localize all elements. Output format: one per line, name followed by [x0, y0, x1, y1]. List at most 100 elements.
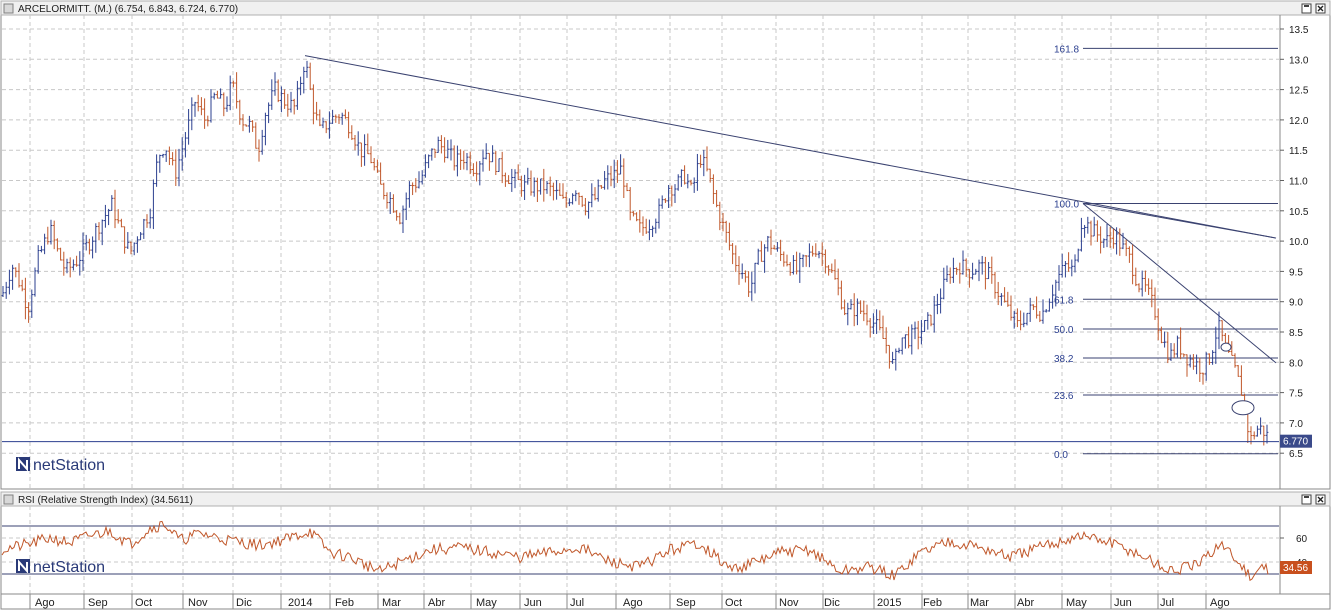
price-bar [1128, 246, 1131, 263]
price-bar [798, 252, 802, 283]
price-bar [312, 84, 315, 125]
price-bar [574, 190, 578, 202]
price-bar [1105, 223, 1109, 248]
trendlines [304, 55, 1277, 364]
price-bar [852, 293, 856, 327]
price-bar [980, 255, 984, 275]
price-bar [721, 213, 725, 232]
fibonacci-label: 161.8 [1054, 44, 1079, 55]
price-bar [926, 312, 930, 330]
price-bar [1041, 299, 1045, 324]
price-bar [414, 178, 418, 193]
price-bar [670, 185, 674, 207]
price-bar [984, 256, 987, 290]
price-bar [958, 262, 962, 284]
price-bar [718, 201, 722, 231]
x-axis-label: Sep [88, 597, 108, 609]
price-bar [1230, 341, 1234, 356]
price-bar [49, 219, 53, 245]
price-bar [788, 262, 792, 276]
price-bar [424, 154, 427, 178]
price-bar [59, 247, 62, 261]
price-bar [65, 258, 69, 274]
x-axis-label: Jul [1160, 597, 1174, 609]
price-bar [539, 178, 542, 195]
price-bar [459, 149, 462, 170]
price-bar [638, 209, 642, 233]
price-bar [488, 152, 491, 171]
price-bar [14, 267, 18, 278]
price-bar [897, 347, 901, 354]
price-bar [27, 302, 30, 323]
price-bar [862, 300, 866, 322]
fibonacci-label: 100.0 [1054, 200, 1079, 211]
price-bar [190, 97, 194, 131]
price-bar [88, 238, 91, 255]
price-window-buttons[interactable] [1301, 3, 1326, 14]
price-bar [1166, 332, 1170, 364]
price-bar [942, 267, 946, 300]
price-bar [385, 192, 389, 209]
price-bar [468, 151, 472, 175]
price-bar [449, 139, 453, 161]
price-bar [888, 344, 891, 369]
price-bar [507, 175, 510, 185]
price-bar [1089, 220, 1093, 246]
price-bar [779, 239, 782, 262]
price-bar [872, 313, 875, 335]
x-axis-label: Mar [970, 597, 989, 609]
price-bar [1121, 232, 1125, 250]
price-bar [1048, 298, 1051, 312]
price-y-tick-label: 7.5 [1289, 389, 1303, 400]
price-bar [964, 258, 968, 277]
price-bar [174, 149, 178, 186]
price-bar [164, 150, 168, 162]
price-bar [420, 170, 424, 185]
price-bar [337, 114, 341, 125]
price-bar [603, 170, 606, 190]
rsi-watermark: netStation [16, 559, 105, 576]
price-bar [206, 115, 210, 127]
price-bar [974, 268, 978, 275]
price-bar [1198, 357, 1202, 382]
price-bar [1156, 308, 1160, 341]
price-bar [465, 152, 469, 171]
price-bar [526, 167, 530, 185]
price-bar [171, 152, 174, 166]
price-bar [740, 263, 744, 279]
price-bar [1019, 310, 1022, 331]
price-bar [324, 121, 328, 134]
price-bar [110, 195, 114, 211]
price-bar [923, 319, 926, 333]
price-bar [1182, 353, 1186, 358]
price-bar [152, 179, 155, 230]
price-bar [1169, 342, 1173, 361]
price-bar [731, 243, 734, 265]
price-bar [308, 62, 312, 90]
rsi-window-buttons[interactable] [1301, 494, 1326, 505]
price-bar [1233, 353, 1237, 368]
price-bar [827, 265, 830, 276]
price-bar [443, 137, 446, 163]
x-axis-label: Ago [35, 597, 55, 609]
price-bar [1176, 335, 1179, 358]
price-bar [1108, 226, 1112, 248]
price-bar [728, 222, 731, 251]
price-bar [142, 218, 146, 239]
price-bar [523, 174, 526, 201]
price-y-tick-label: 9.5 [1289, 267, 1303, 278]
price-bar [920, 320, 923, 345]
price-bar [379, 162, 382, 185]
price-bar [657, 198, 661, 229]
price-bar [302, 66, 306, 94]
price-watermark-text: netStation [33, 457, 105, 474]
x-axis-label: Ago [1210, 597, 1230, 609]
price-bar [155, 154, 158, 187]
price-bar [1006, 291, 1010, 307]
price-bar [1022, 312, 1026, 328]
price-bar [859, 300, 862, 314]
price-bar [286, 93, 290, 117]
price-bar [497, 158, 501, 172]
price-bar [804, 255, 808, 267]
price-bar [321, 117, 325, 129]
